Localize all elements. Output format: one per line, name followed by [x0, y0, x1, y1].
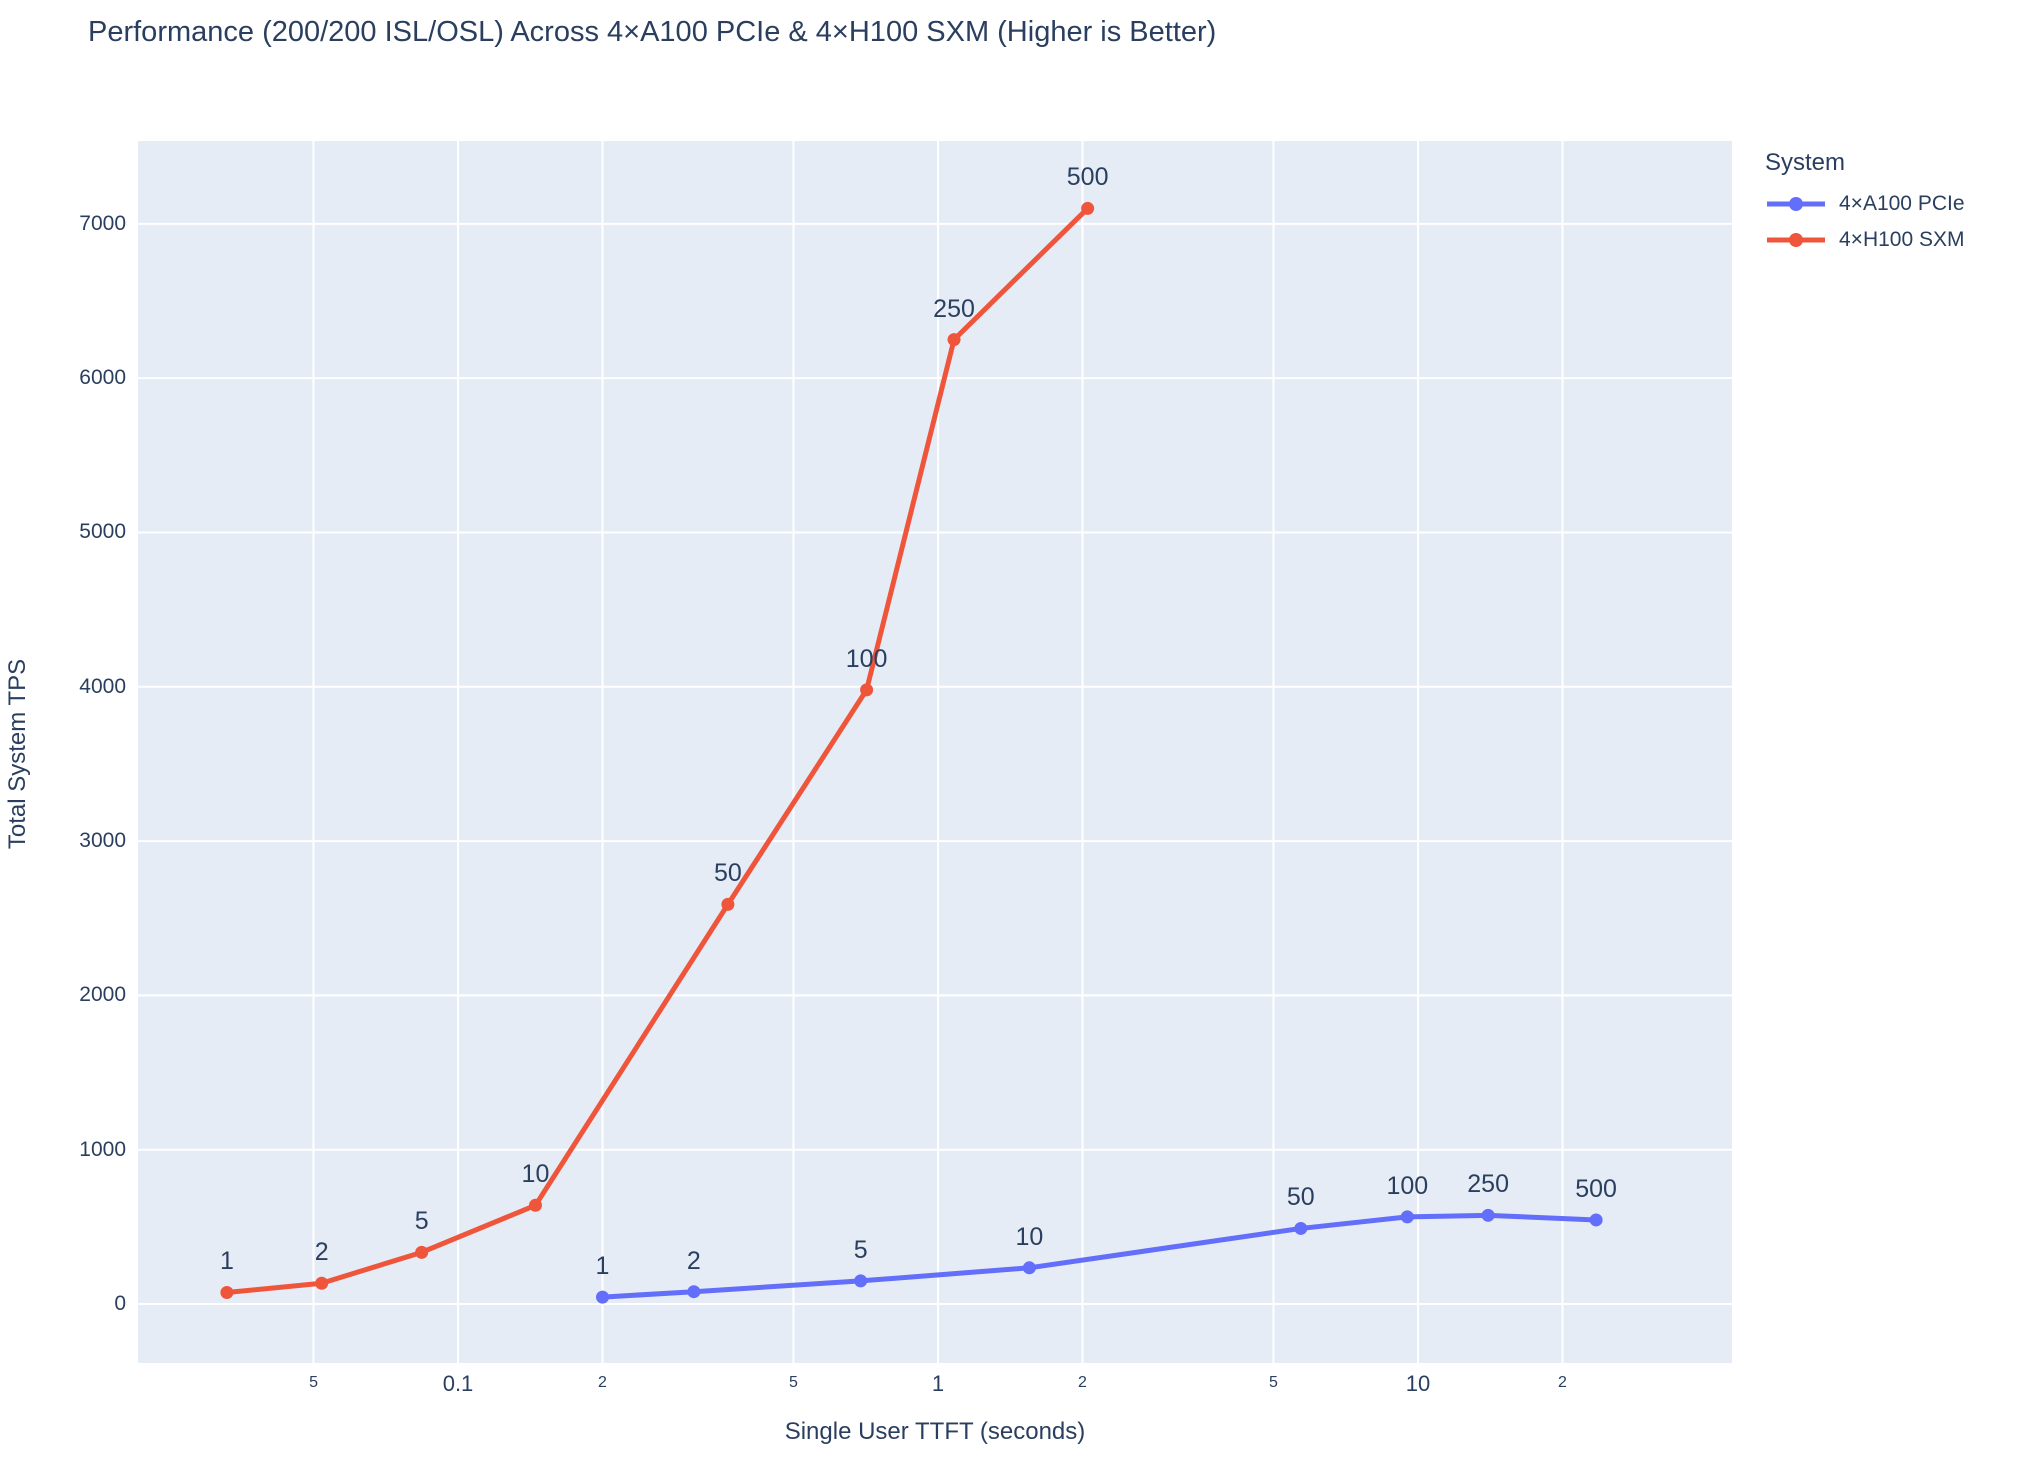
y-tick-label: 7000	[79, 211, 126, 235]
y-tick-label: 5000	[79, 520, 126, 544]
data-point-marker[interactable]	[528, 1198, 542, 1212]
legend-line-marker-a100	[1767, 197, 1825, 211]
series-line-h100-sxm	[224, 205, 1091, 1295]
point-concurrency-label: 500	[1575, 1174, 1617, 1203]
x-tick-label: 5	[789, 1374, 798, 1391]
data-point-marker[interactable]	[854, 1274, 868, 1288]
data-point-marker[interactable]	[1481, 1208, 1495, 1222]
legend: System 4×A100 PCIe 4×H100 SXM	[1765, 148, 1965, 258]
point-concurrency-label: 10	[521, 1160, 550, 1189]
data-point-marker[interactable]	[721, 897, 735, 911]
point-concurrency-label: 500	[1066, 163, 1109, 192]
data-point-marker[interactable]	[220, 1285, 234, 1299]
data-point-marker[interactable]	[687, 1285, 701, 1299]
point-concurrency-label: 10	[1015, 1222, 1044, 1251]
point-concurrency-label: 2	[686, 1246, 701, 1275]
data-point-marker[interactable]	[1400, 1210, 1414, 1224]
legend-line-marker-h100	[1767, 233, 1825, 247]
x-tick-label: 0.1	[442, 1371, 474, 1396]
y-tick-label: 0	[114, 1292, 126, 1316]
y-tick-label: 3000	[79, 829, 126, 853]
x-tick-label: 2	[1558, 1374, 1567, 1391]
point-concurrency-label: 1	[595, 1252, 610, 1281]
x-tick-label: 10	[1405, 1371, 1431, 1396]
data-point-marker[interactable]	[1294, 1221, 1308, 1235]
legend-item-label: 4×A100 PCIe	[1839, 192, 1965, 215]
y-tick-label: 1000	[79, 1137, 126, 1161]
data-point-marker[interactable]	[860, 683, 874, 697]
data-point-marker[interactable]	[1081, 201, 1095, 215]
data-point-marker[interactable]	[596, 1290, 610, 1304]
plot-background	[138, 141, 1732, 1363]
data-point-marker[interactable]	[1022, 1261, 1036, 1275]
point-concurrency-label: 2	[314, 1238, 329, 1267]
data-point-marker[interactable]	[947, 333, 961, 347]
legend-item-a100-pcie[interactable]: 4×A100 PCIe	[1765, 186, 1965, 222]
data-point-marker[interactable]	[1589, 1213, 1603, 1227]
x-tick-label: 5	[1269, 1374, 1278, 1391]
point-concurrency-label: 50	[713, 859, 742, 888]
x-tick-label: 1	[931, 1371, 945, 1396]
y-tick-label: 2000	[79, 983, 126, 1007]
point-concurrency-label: 250	[1467, 1170, 1509, 1199]
point-concurrency-label: 5	[853, 1235, 868, 1264]
point-concurrency-label: 50	[1286, 1183, 1315, 1212]
x-axis-title: Single User TTFT (seconds)	[784, 1418, 1086, 1445]
y-tick-label: 6000	[79, 366, 126, 390]
point-concurrency-label: 5	[414, 1207, 429, 1236]
point-concurrency-label: 250	[933, 294, 975, 323]
data-point-marker[interactable]	[315, 1276, 329, 1290]
x-tick-label: 5	[309, 1374, 318, 1391]
point-concurrency-label: 100	[845, 644, 888, 673]
legend-item-h100-sxm[interactable]: 4×H100 SXM	[1765, 222, 1965, 258]
x-tick-label: 2	[1078, 1374, 1087, 1391]
legend-title: System	[1765, 149, 1846, 176]
point-concurrency-label: 1	[219, 1247, 234, 1276]
point-concurrency-label: 100	[1386, 1171, 1429, 1200]
series-line-a100-pcie	[600, 1212, 1599, 1300]
y-axis-title: Total System TPS	[4, 658, 31, 850]
legend-item-label: 4×H100 SXM	[1839, 228, 1965, 251]
y-tick-label: 4000	[79, 674, 126, 698]
chart-title: Performance (200/200 ISL/OSL) Across 4×A…	[88, 16, 1217, 48]
x-tick-label: 2	[598, 1374, 607, 1391]
data-point-marker[interactable]	[415, 1245, 429, 1259]
